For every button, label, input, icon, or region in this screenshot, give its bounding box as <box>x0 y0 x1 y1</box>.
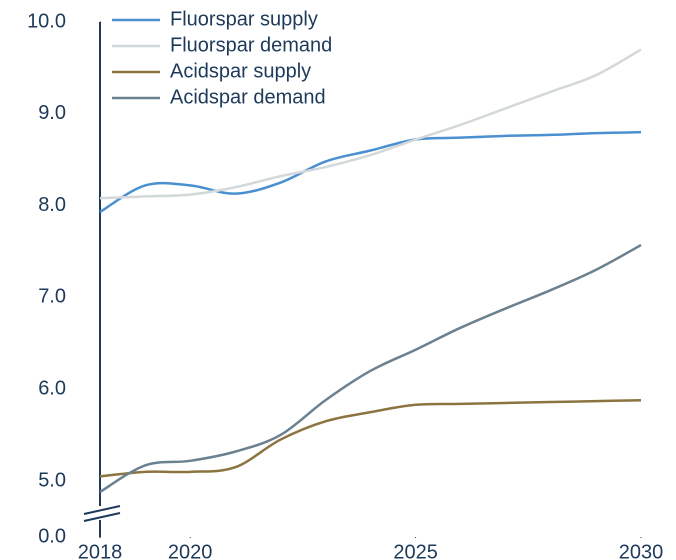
y-tick-label: 10.0 <box>27 10 66 32</box>
y-tick-label: 9.0 <box>38 102 66 124</box>
series-line <box>99 48 642 200</box>
x-tick-label: 2020 <box>168 541 213 560</box>
legend-label: Fluorspar demand <box>170 34 332 56</box>
x-tick-label: 2030 <box>619 541 664 560</box>
legend-label: Acidspar supply <box>170 60 311 82</box>
series-line <box>99 243 642 494</box>
series-line <box>99 130 642 214</box>
series-line <box>99 398 642 478</box>
axis-break <box>83 505 121 515</box>
x-tick-label: 2018 <box>78 541 123 560</box>
legend-label: Fluorspar supply <box>170 8 318 30</box>
x-tick-label: 2025 <box>393 541 438 560</box>
y-tick-label: 0.0 <box>38 525 66 547</box>
y-tick-label: 5.0 <box>38 469 66 491</box>
y-tick-label: 7.0 <box>38 286 66 308</box>
axis-break-gap <box>84 506 118 520</box>
legend-label: Acidspar demand <box>170 86 326 108</box>
axis-break <box>83 512 121 522</box>
y-tick-label: 8.0 <box>38 194 66 216</box>
y-tick-label: 6.0 <box>38 377 66 399</box>
